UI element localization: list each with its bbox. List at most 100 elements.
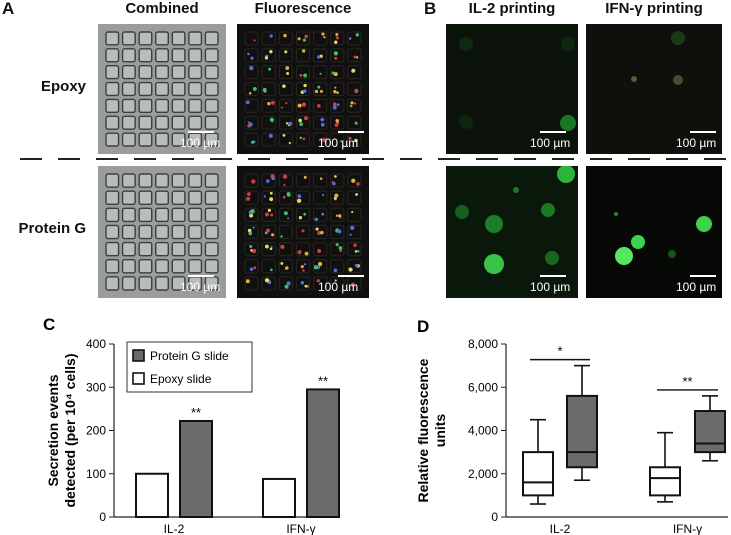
fluorescent-cell — [283, 183, 286, 187]
green-spot — [513, 187, 519, 193]
microwell — [204, 259, 219, 274]
green-spot — [668, 250, 676, 258]
panel-d-letter: D — [417, 317, 429, 336]
fluorescent-cell — [338, 214, 342, 218]
microwell — [138, 48, 153, 63]
microwell — [188, 224, 203, 240]
fluorescent-cell — [334, 56, 338, 60]
fluorescent-cell — [302, 269, 305, 272]
fluorescent-cell — [251, 140, 255, 144]
fluorescent-cell — [282, 174, 288, 179]
fluorescent-cell — [351, 210, 354, 214]
microwell — [261, 115, 276, 130]
fluorescent-cell — [286, 191, 291, 196]
fluorescent-cell — [354, 138, 358, 143]
panel-a-letter: A — [2, 0, 15, 18]
y-axis-label: Relative fluorescenceunits — [415, 358, 448, 502]
microwell — [155, 173, 169, 188]
y-axis-label-line: Relative fluorescence — [415, 358, 431, 502]
fluorescent-cell — [356, 182, 360, 186]
fluorescent-cell — [250, 56, 254, 60]
microwell — [138, 31, 153, 46]
y-axis-label-line: Secretion events — [45, 374, 61, 486]
microwell — [261, 224, 276, 240]
fluorescent-cell — [286, 71, 290, 75]
bar-epoxy-slide — [262, 477, 296, 519]
scale-label: 100 µm — [180, 280, 221, 294]
fluorescent-cell — [271, 176, 275, 181]
microwell — [188, 65, 203, 80]
fluorescent-cell — [300, 280, 305, 285]
microwell — [105, 173, 120, 188]
significance-marker: ** — [191, 405, 201, 420]
fluorescent-cell — [269, 34, 273, 38]
microwell — [204, 31, 219, 46]
fluorescent-cell — [286, 281, 291, 286]
microwell — [155, 207, 169, 223]
microwell — [105, 132, 120, 147]
microwell — [105, 31, 120, 46]
fluorescent-cell — [280, 244, 285, 249]
fluorescent-cell — [270, 245, 273, 248]
microwell — [204, 190, 219, 205]
y-tick-label: 8,000 — [468, 337, 498, 351]
fluorescent-cell — [317, 104, 321, 108]
fluorescent-cell — [300, 265, 304, 269]
fluorescent-cell — [333, 51, 338, 56]
microwell — [121, 241, 136, 257]
microwell — [138, 98, 153, 113]
microwell — [105, 48, 120, 63]
fluorescent-cell — [335, 36, 340, 40]
microwell — [330, 173, 345, 188]
fluorescent-cell — [351, 178, 356, 183]
microwell — [278, 31, 293, 46]
microwell — [171, 65, 186, 80]
microwell — [313, 82, 328, 96]
fluorescent-cell — [317, 231, 322, 236]
fluorescent-cell — [301, 102, 307, 107]
fluorescent-cell — [246, 196, 251, 201]
box-body — [566, 394, 598, 469]
microwell — [188, 207, 203, 223]
fluorescent-cell — [280, 261, 284, 265]
fluorescent-cell — [270, 213, 274, 217]
microwell — [171, 241, 186, 257]
fluorescent-cell — [348, 136, 352, 140]
microwell — [347, 190, 362, 205]
y-tick-label: 400 — [86, 337, 106, 351]
microwell — [278, 207, 293, 222]
microwell — [313, 190, 328, 205]
green-spot — [484, 254, 504, 274]
chart-d-relative-fluorescence: D 0 2,000 4,000 6,000 8,000 Relative fluoresce… — [415, 317, 728, 535]
microwell — [313, 48, 328, 63]
microwell — [278, 115, 293, 130]
fluorescent-cell — [288, 141, 291, 145]
fluorescent-cell — [319, 89, 323, 93]
row-header-epoxy: Epoxy — [40, 78, 86, 95]
legend-label: Epoxy slide — [150, 372, 212, 386]
microwell — [313, 31, 328, 46]
microwell — [278, 82, 293, 96]
microwell — [121, 224, 136, 240]
legend-swatch — [132, 372, 145, 385]
green-spot — [459, 115, 473, 129]
fluorescent-cell — [249, 66, 254, 71]
y-tick-label: 100 — [86, 467, 106, 481]
scale-label: 100 µm — [318, 280, 359, 294]
fluorescent-cell — [335, 214, 339, 217]
well-grid-fluorescence-protein-g — [237, 166, 369, 298]
fluorescent-cell — [251, 179, 256, 184]
green-spot — [615, 247, 633, 265]
microwell — [171, 31, 186, 46]
microwell — [295, 48, 311, 63]
fluorescent-cell — [334, 279, 337, 282]
microwell — [278, 65, 293, 80]
microwell — [347, 207, 362, 222]
microwell — [188, 48, 203, 63]
fluorescent-cell — [319, 54, 323, 58]
fluorescent-cell — [264, 56, 269, 60]
fluorescent-cell — [267, 101, 271, 106]
microwell — [330, 132, 345, 147]
microwell — [121, 81, 136, 97]
y-tick-label: 4,000 — [468, 424, 498, 438]
